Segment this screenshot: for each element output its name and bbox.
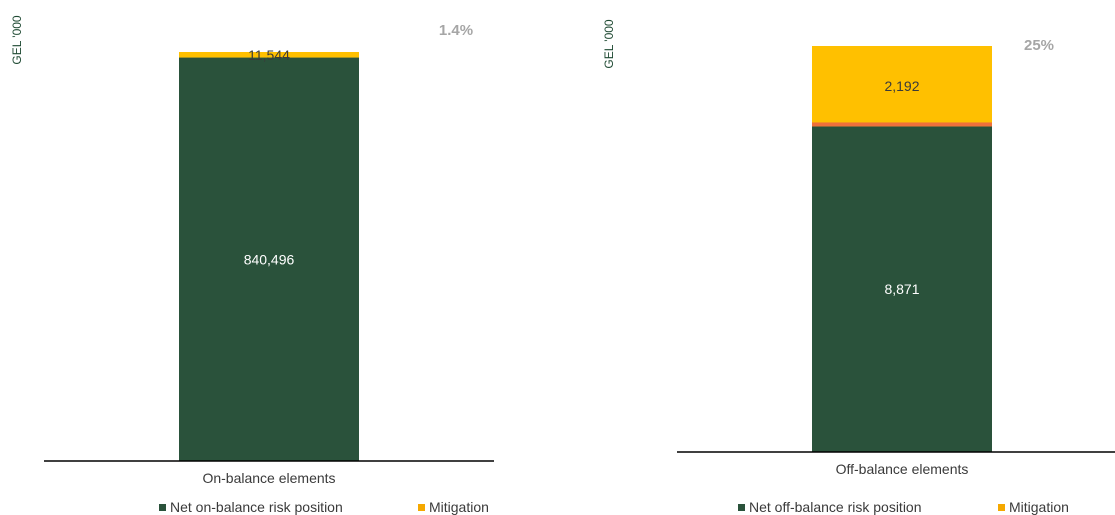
category-label-on: On-balance elements [202,470,335,486]
data-label-mitigation-off-balance: 2,192 [884,78,919,94]
annotation-pct-off: 25% [1024,37,1054,54]
legend-swatch-net-on [159,504,166,511]
bar-segment-divider-off [812,122,992,127]
data-label-net-off-balance: 8,871 [884,281,919,297]
legend-label-net-on: Net on-balance risk position [170,499,343,515]
on-balance-chart: GEL '000 1.4% 840,496 11,544 On-balance … [10,15,494,515]
bar-mitigation-on-balance [179,52,359,58]
category-label-off: Off-balance elements [836,461,969,477]
bar-net-on-balance [179,57,359,461]
legend-swatch-net-off [738,504,745,511]
legend-swatch-mitigation-on [418,504,425,511]
legend-off: Net off-balance risk position Mitigation [738,499,1069,515]
bar-mitigation-off-balance [812,46,992,127]
y-axis-label-on: GEL '000 [10,15,24,65]
off-balance-chart: GEL '000 25% 8,871 2,192 Off-balance ele… [602,19,1115,515]
data-label-net-on-balance: 840,496 [244,251,295,267]
annotation-pct-on: 1.4% [439,22,473,39]
legend-on: Net on-balance risk position Mitigation [159,499,489,515]
y-axis-label-off: GEL '000 [602,19,616,69]
legend-label-mitigation-off: Mitigation [1009,499,1069,515]
data-label-mitigation-on-balance: 11,544 [248,47,290,63]
legend-label-net-off: Net off-balance risk position [749,499,922,515]
legend-label-mitigation-on: Mitigation [429,499,489,515]
legend-swatch-mitigation-off [998,504,1005,511]
bar-net-off-balance [812,126,992,452]
